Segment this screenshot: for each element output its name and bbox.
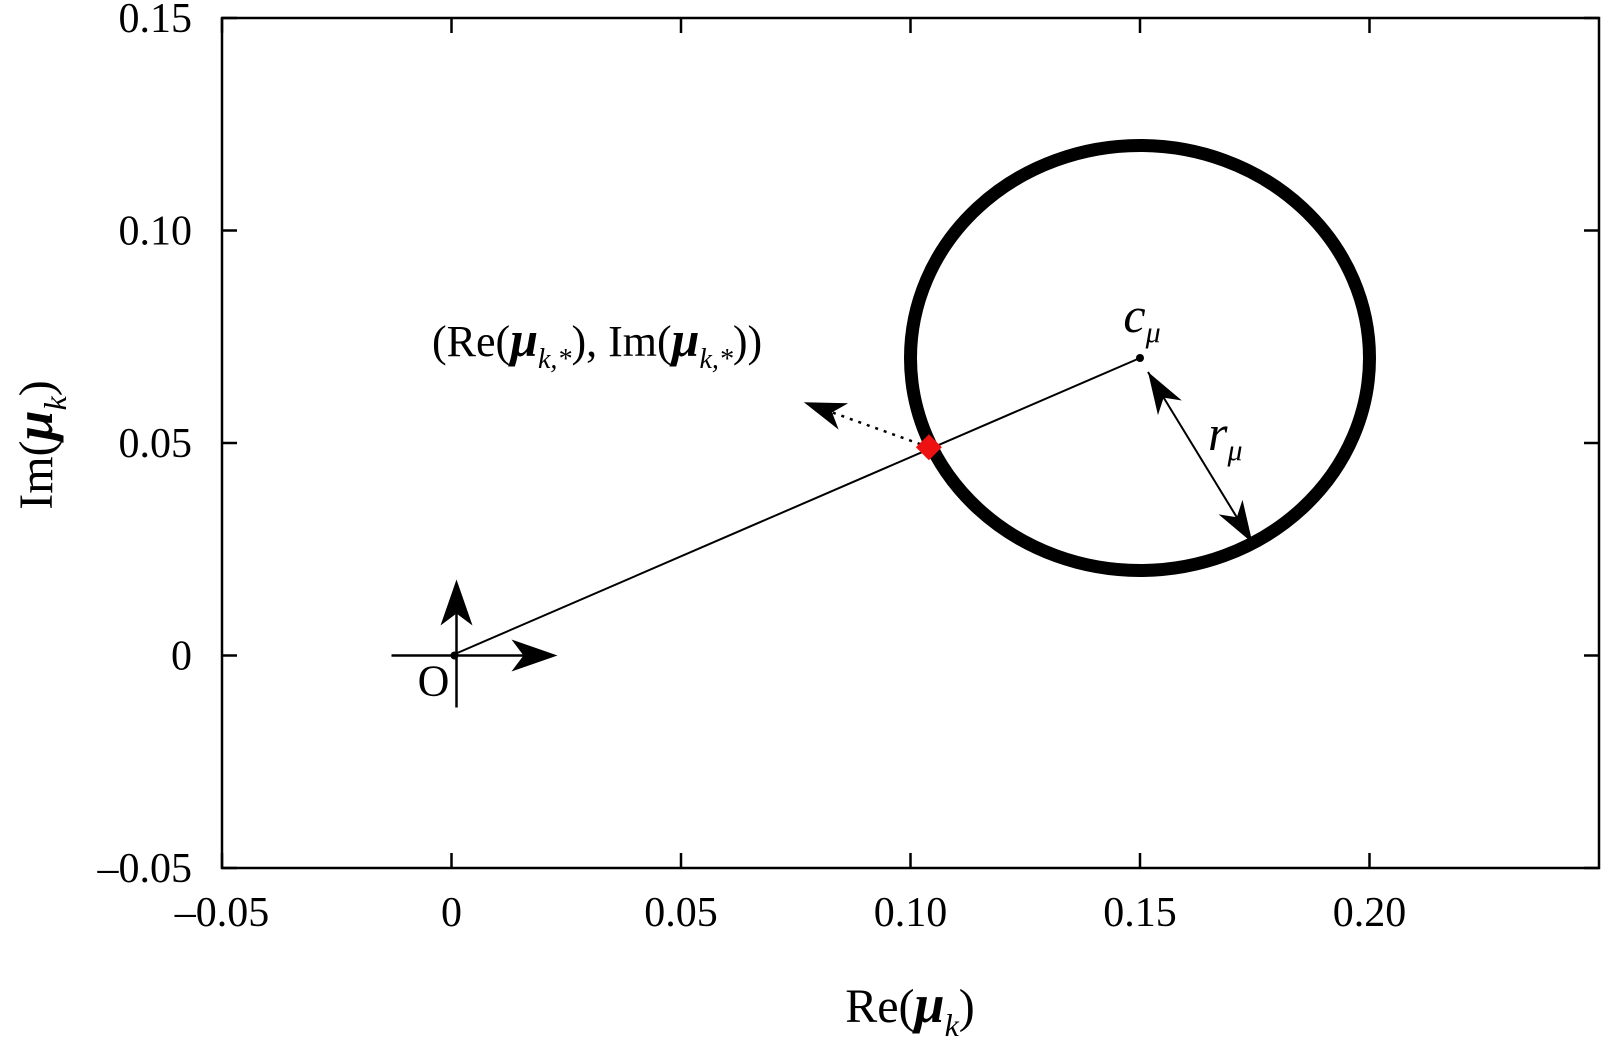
x-axis-ticks: –0.05 0 0.05 0.10 0.15 0.20 — [174, 18, 1407, 936]
origin-label: O — [418, 657, 450, 706]
intersection-point-label: (Re(μk,*), Im(μk,*)) — [432, 311, 762, 375]
intersection-point — [915, 434, 942, 461]
radius-arrow-line — [1147, 371, 1254, 544]
center-point — [1136, 354, 1144, 362]
origin-x-arrowhead — [511, 639, 558, 672]
origin-point — [450, 651, 459, 660]
center-label: cμ — [1123, 287, 1160, 349]
origin-y-arrowhead — [440, 579, 473, 626]
dotted-direction-line — [817, 406, 930, 449]
x-tick-label: –0.05 — [174, 890, 270, 936]
radius-arrowhead-inner — [1148, 372, 1182, 416]
circle-boundary — [904, 139, 1376, 577]
radius-label: rμ — [1208, 405, 1243, 467]
y-axis-ticks: –0.05 0 0.05 0.10 0.15 — [97, 0, 1599, 892]
y-tick-label: 0.15 — [119, 0, 193, 42]
x-tick-label: 0.15 — [1103, 890, 1177, 936]
x-tick-label: 0 — [441, 890, 462, 936]
y-axis-label: Im(μk) — [4, 380, 73, 510]
radius-arrowhead-outer — [1218, 499, 1253, 543]
x-axis-label: Re(μk) — [845, 974, 975, 1043]
y-tick-label: 0 — [171, 634, 192, 680]
dotted-direction-arrowhead — [803, 402, 849, 430]
origin-to-center-line — [451, 357, 1141, 657]
y-tick-label: 0.05 — [119, 421, 193, 467]
x-tick-label: 0.10 — [874, 890, 948, 936]
y-tick-label: –0.05 — [97, 846, 193, 892]
plot-frame — [220, 16, 1601, 870]
plot-marks — [391, 139, 1376, 708]
x-tick-label: 0.20 — [1333, 890, 1407, 936]
x-tick-label: 0.05 — [644, 890, 718, 936]
y-tick-label: 0.10 — [119, 209, 193, 255]
